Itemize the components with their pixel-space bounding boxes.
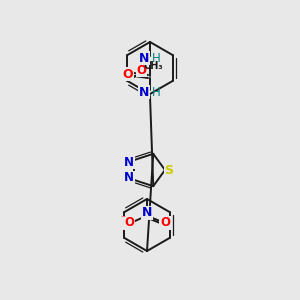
Text: N: N bbox=[124, 155, 134, 169]
Text: S: S bbox=[164, 164, 173, 176]
Text: H: H bbox=[152, 85, 160, 98]
Text: N: N bbox=[142, 206, 152, 220]
Text: O: O bbox=[124, 217, 134, 230]
Text: H: H bbox=[152, 52, 160, 64]
Text: O: O bbox=[160, 217, 170, 230]
Text: ⁻: ⁻ bbox=[120, 214, 126, 224]
Text: O: O bbox=[136, 64, 146, 76]
Text: N: N bbox=[139, 52, 149, 64]
Text: CH₃: CH₃ bbox=[144, 61, 163, 71]
Text: O: O bbox=[123, 68, 133, 80]
Text: N: N bbox=[124, 172, 134, 184]
Text: N: N bbox=[139, 85, 149, 98]
